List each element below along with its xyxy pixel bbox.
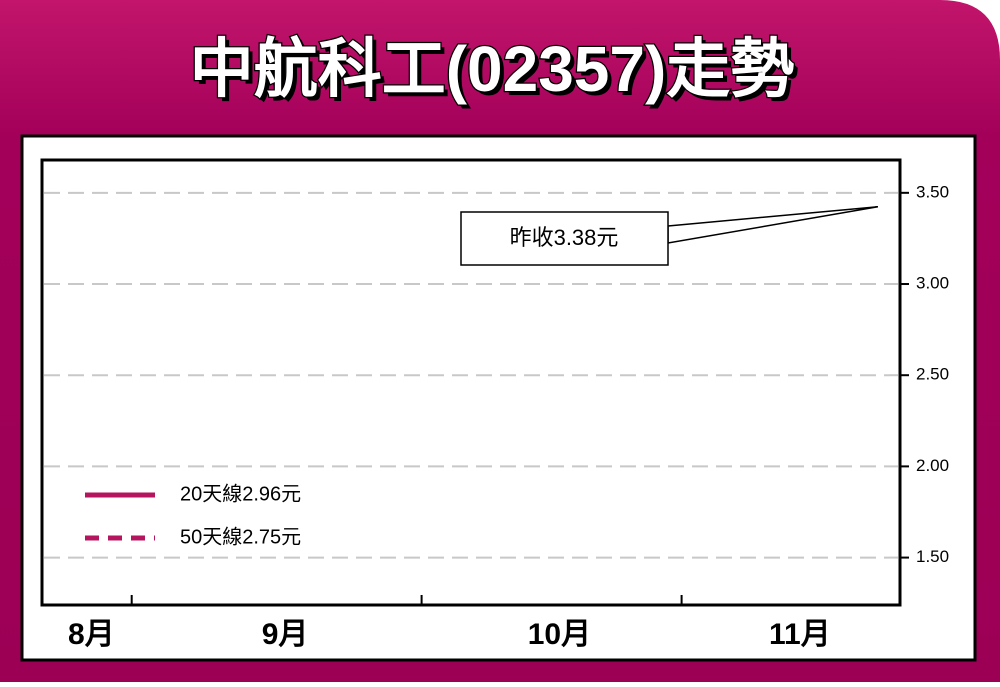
x-tick-label: 9月 <box>262 618 309 651</box>
annotation-box <box>460 211 669 266</box>
title-shadow: 中航科工(02357)走勢 <box>194 37 799 109</box>
x-tick-label: 8月 <box>68 618 115 651</box>
annotation-text: 昨收3.38元 <box>510 225 619 250</box>
y-tick-label: 3.00 <box>916 274 949 293</box>
y-tick-label: 1.50 <box>916 547 949 566</box>
legend-label: 20天線2.96元 <box>180 482 301 505</box>
y-tick-label: 3.50 <box>916 182 949 201</box>
legend-label: 50天線2.75元 <box>180 525 301 548</box>
y-tick-label: 2.50 <box>916 365 949 384</box>
chart-title: 中航科工(02357)走勢 <box>190 33 795 105</box>
x-tick-label: 10月 <box>528 618 591 651</box>
y-tick-label: 2.00 <box>916 456 949 475</box>
x-tick-label: 11月 <box>769 618 831 651</box>
